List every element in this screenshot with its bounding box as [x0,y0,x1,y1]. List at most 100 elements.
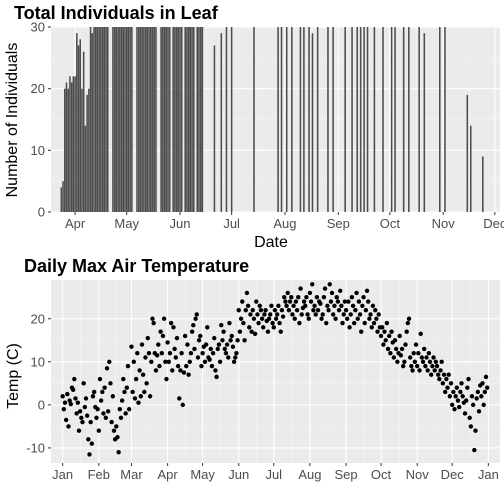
y-tick-label: 20 [31,311,45,326]
data-point [109,419,114,425]
data-point [294,307,300,313]
y-tick-label: 0 [38,397,45,412]
data-point [187,359,192,365]
data-point [467,415,472,420]
data-point [96,428,102,433]
data-point [423,363,428,369]
data-point [291,303,296,309]
y-tick-label: -10 [26,440,45,455]
data-point [318,301,323,306]
data-point [119,398,125,403]
bar [60,187,63,212]
data-point [425,368,430,373]
leaf-chart-x-label: Date [254,234,288,251]
data-point [331,312,336,317]
bar [167,27,169,212]
data-point [177,396,182,401]
data-point [95,406,100,412]
data-point [213,368,218,373]
bar [174,27,176,212]
data-point [117,406,123,412]
bar [88,88,90,212]
bar [311,33,314,212]
data-point [354,290,359,296]
data-point [77,409,83,414]
bar [344,27,346,212]
data-point [125,363,131,369]
data-point [189,329,195,334]
bar [198,27,200,212]
data-point [276,303,281,309]
data-point [352,320,357,326]
data-point [230,344,236,349]
x-tick-label: Jul [265,467,282,482]
bar [86,94,88,212]
data-point [376,312,381,317]
data-point [361,295,366,300]
data-point [156,342,161,347]
data-point [401,363,406,369]
data-point [231,359,237,365]
data-point [284,303,289,309]
data-point [313,312,318,317]
temperature-chart-title: Daily Max Air Temperature [24,256,249,276]
bar [89,27,92,212]
data-point [82,404,88,410]
bar [390,27,393,212]
data-point [105,409,111,414]
data-point [286,307,292,313]
data-point [90,394,96,399]
bar [141,27,143,212]
data-point [301,299,307,304]
temperature-chart-grid [51,280,500,463]
x-tick-label: May [190,467,215,482]
data-point [283,299,288,304]
bar [160,27,162,212]
data-point [395,359,400,365]
data-point [321,295,327,300]
bar [79,39,82,213]
data-point [118,415,124,420]
data-point [368,312,373,317]
data-point [430,363,435,369]
data-point [123,411,128,416]
data-point [104,366,110,371]
data-point [451,389,456,395]
data-point [338,288,343,293]
x-tick-label: Jan [52,467,73,482]
x-tick-label: Aug [298,467,321,482]
bar [77,45,80,212]
data-point [435,372,441,377]
data-point [343,307,349,313]
data-point [83,396,89,401]
data-point [87,452,92,457]
data-point [398,353,404,358]
data-point [222,346,227,352]
data-point [473,428,478,433]
data-point [298,286,303,291]
data-point [182,333,188,339]
bar [351,27,353,212]
data-point [74,411,79,416]
bar [124,27,126,212]
x-tick-label: Jan [478,467,499,482]
bar [177,27,180,212]
data-point [103,415,109,420]
data-point [444,376,449,382]
data-point [328,299,334,304]
leaf-chart-bars [60,27,484,213]
data-point [460,394,465,399]
data-point [241,320,246,326]
data-point [447,394,453,399]
data-point [394,346,399,352]
bar [155,27,157,212]
bar [143,27,145,212]
data-point [157,363,162,369]
data-point [248,312,253,317]
data-point [384,320,390,326]
data-point [114,424,119,429]
data-point [452,406,457,412]
data-point [198,333,203,339]
data-point [480,381,485,386]
data-point [226,355,231,360]
